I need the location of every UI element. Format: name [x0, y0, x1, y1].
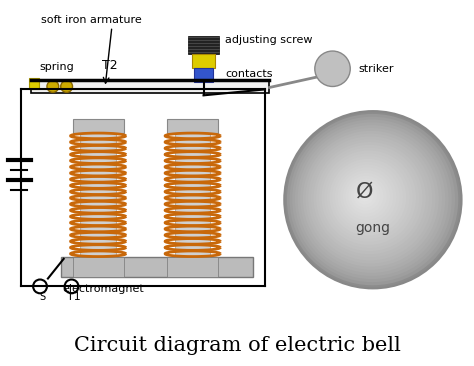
Circle shape [47, 81, 59, 92]
Text: T2: T2 [102, 59, 118, 72]
Circle shape [303, 131, 439, 267]
Circle shape [351, 181, 380, 211]
Circle shape [356, 187, 374, 205]
Bar [81, 133, 116, 257]
Circle shape [290, 117, 455, 282]
Bar [29, 78, 39, 89]
Bar [167, 119, 219, 133]
Circle shape [327, 156, 410, 239]
Bar [31, 79, 270, 93]
Circle shape [346, 176, 387, 217]
Bar [191, 54, 215, 68]
Bar [188, 36, 219, 54]
Bar [175, 133, 210, 257]
Circle shape [348, 179, 383, 214]
Bar [73, 257, 124, 277]
Bar [167, 257, 219, 277]
Circle shape [61, 81, 73, 92]
Text: soft iron armature: soft iron armature [41, 15, 142, 25]
Circle shape [361, 193, 367, 198]
Circle shape [332, 162, 403, 232]
Circle shape [359, 190, 371, 202]
Circle shape [316, 145, 422, 251]
Circle shape [308, 137, 432, 261]
Bar [61, 257, 253, 277]
Circle shape [329, 159, 406, 236]
Circle shape [324, 153, 413, 242]
Text: electromagnet: electromagnet [63, 284, 145, 294]
Text: contacts: contacts [225, 69, 273, 79]
Circle shape [295, 122, 448, 276]
Bar [194, 68, 213, 82]
Circle shape [313, 142, 426, 254]
Circle shape [311, 139, 429, 257]
Text: spring: spring [39, 62, 74, 72]
Circle shape [321, 150, 416, 245]
Circle shape [284, 111, 462, 288]
Circle shape [287, 114, 458, 285]
Text: T1: T1 [67, 292, 81, 302]
Circle shape [306, 134, 436, 264]
Text: Circuit diagram of electric bell: Circuit diagram of electric bell [73, 336, 401, 355]
Circle shape [340, 170, 393, 223]
Circle shape [292, 120, 452, 279]
Circle shape [343, 173, 390, 220]
Text: adjusting screw: adjusting screw [225, 35, 313, 45]
Bar [73, 119, 124, 133]
Text: S: S [39, 292, 45, 302]
Circle shape [298, 125, 445, 273]
Text: striker: striker [358, 64, 393, 74]
Circle shape [337, 167, 397, 226]
Circle shape [300, 128, 442, 270]
Text: Ø: Ø [356, 182, 374, 202]
Circle shape [315, 51, 350, 86]
Circle shape [319, 147, 419, 248]
Circle shape [335, 164, 400, 229]
Circle shape [354, 184, 377, 208]
Text: gong: gong [356, 221, 391, 235]
